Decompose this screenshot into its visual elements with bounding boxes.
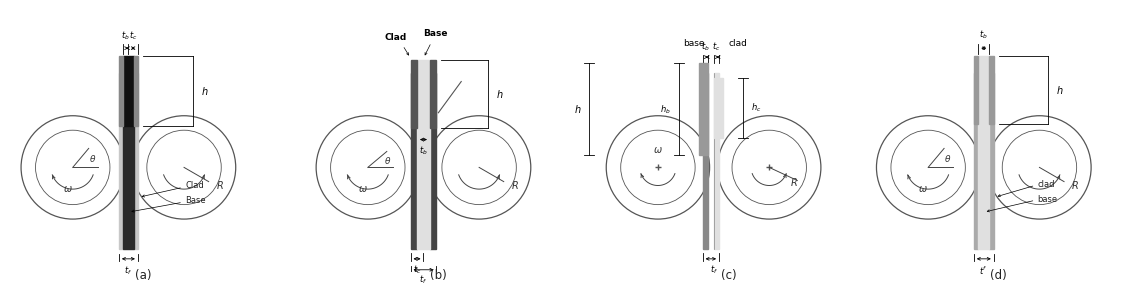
Bar: [123, 73, 134, 249]
Text: $t^f$: $t^f$: [980, 265, 988, 277]
Bar: [714, 73, 719, 249]
Text: (b): (b): [431, 269, 447, 282]
Text: $\omega$: $\omega$: [918, 184, 928, 194]
Text: $t_f$: $t_f$: [419, 274, 427, 286]
Text: $h_c$: $h_c$: [751, 102, 762, 114]
Text: clad: clad: [729, 39, 748, 48]
Text: $\theta$: $\theta$: [89, 153, 96, 164]
Text: $\omega$: $\omega$: [653, 145, 662, 155]
Text: (c): (c): [721, 269, 737, 282]
Bar: [989, 56, 994, 124]
Text: $t_b$: $t_b$: [980, 29, 988, 41]
Text: $t_c$: $t_c$: [129, 30, 137, 42]
Bar: [410, 73, 417, 249]
Text: $\omega$: $\omega$: [63, 184, 73, 194]
Bar: [979, 73, 989, 249]
Text: $\theta$: $\theta$: [944, 153, 951, 164]
Bar: [714, 78, 723, 138]
Text: $t_c$: $t_c$: [713, 41, 721, 53]
Text: $R$: $R$: [790, 176, 798, 188]
Bar: [134, 56, 138, 126]
Text: $h_b$: $h_b$: [660, 103, 670, 116]
Bar: [123, 56, 134, 126]
Bar: [410, 60, 417, 128]
Text: $t_f$: $t_f$: [124, 265, 132, 277]
Text: $t_b$: $t_b$: [121, 30, 130, 42]
Bar: [429, 73, 436, 249]
Bar: [134, 73, 138, 249]
Bar: [119, 73, 123, 249]
Bar: [979, 56, 989, 124]
Text: (d): (d): [990, 269, 1007, 282]
Text: Clad: Clad: [385, 33, 407, 42]
Text: base: base: [683, 39, 705, 48]
Text: clad: clad: [1037, 180, 1055, 189]
Text: Base: Base: [185, 196, 206, 205]
Text: $h$: $h$: [1056, 84, 1064, 96]
Text: $h$: $h$: [496, 88, 504, 100]
Text: $R$: $R$: [1071, 179, 1079, 191]
Bar: [417, 60, 429, 128]
Bar: [699, 63, 708, 156]
Text: Base: Base: [424, 29, 448, 38]
Text: $h$: $h$: [201, 85, 209, 97]
Text: $t_c$: $t_c$: [412, 264, 421, 276]
Bar: [974, 56, 979, 124]
Text: $h$: $h$: [574, 103, 581, 115]
Bar: [429, 60, 436, 128]
Text: Clad: Clad: [185, 181, 203, 190]
Text: $t_b$: $t_b$: [419, 145, 428, 157]
Bar: [702, 73, 708, 249]
Text: $R$: $R$: [216, 179, 224, 191]
Text: (a): (a): [135, 269, 152, 282]
Bar: [989, 73, 994, 249]
Bar: [417, 73, 429, 249]
Text: $\omega$: $\omega$: [357, 184, 368, 194]
Text: $t_f$: $t_f$: [709, 264, 717, 276]
Bar: [119, 56, 123, 126]
Bar: [974, 73, 979, 249]
Text: $R$: $R$: [510, 179, 518, 191]
Text: base: base: [1037, 195, 1057, 204]
Text: $t_b$: $t_b$: [701, 41, 709, 53]
Text: $\theta$: $\theta$: [384, 155, 392, 166]
